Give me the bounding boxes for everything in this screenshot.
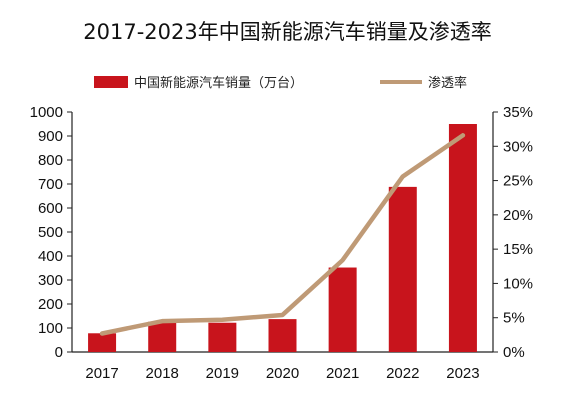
bar-sales-2021 [328,267,357,352]
chart-title: 2017-2023年中国新能源汽车销量及渗透率 [83,20,492,44]
y-left-tick-label: 700 [38,176,63,193]
x-tick-label: 2017 [85,365,118,382]
legend-label-sales: 中国新能源汽车销量（万台） [134,76,304,91]
x-tick-label: 2023 [446,365,479,382]
y-left-tick-label: 500 [38,224,63,241]
bar-sales-2019 [208,322,237,352]
y-right-tick-label: 0% [503,344,525,361]
y-left-tick-label: 100 [38,320,63,337]
y-right-tick-label: 20% [503,207,533,224]
bar-sales-2018 [148,321,177,352]
x-tick-label: 2020 [266,365,299,382]
x-tick-label: 2019 [206,365,239,382]
y-right-tick-label: 35% [503,104,533,121]
y-left-tick-label: 600 [38,200,63,217]
bar-sales-2023 [448,124,477,352]
y-right-tick-label: 30% [503,138,533,155]
bar-sales-2017 [88,333,117,352]
legend: 中国新能源汽车销量（万台） 渗透率 [0,70,575,94]
x-tick-label: 2021 [326,365,359,382]
y-left-tick-label: 1000 [30,104,63,121]
y-left-tick-label: 400 [38,248,63,265]
legend-bar-swatch [94,76,128,88]
y-left-tick-label: 800 [38,152,63,169]
legend-line-swatch [380,80,422,84]
y-left-tick-label: 200 [38,296,63,313]
y-right-tick-label: 15% [503,241,533,258]
legend-label-penetration: 渗透率 [428,76,468,91]
y-left-tick-label: 0 [55,344,63,361]
bar-sales-2022 [388,186,417,352]
y-right-tick-label: 10% [503,275,533,292]
y-right-tick-label: 5% [503,310,525,327]
x-tick-label: 2022 [386,365,419,382]
x-tick-label: 2018 [146,365,179,382]
bar-sales-2020 [268,319,297,352]
y-left-tick-label: 900 [38,128,63,145]
y-left-tick-label: 300 [38,272,63,289]
y-right-tick-label: 25% [503,173,533,190]
